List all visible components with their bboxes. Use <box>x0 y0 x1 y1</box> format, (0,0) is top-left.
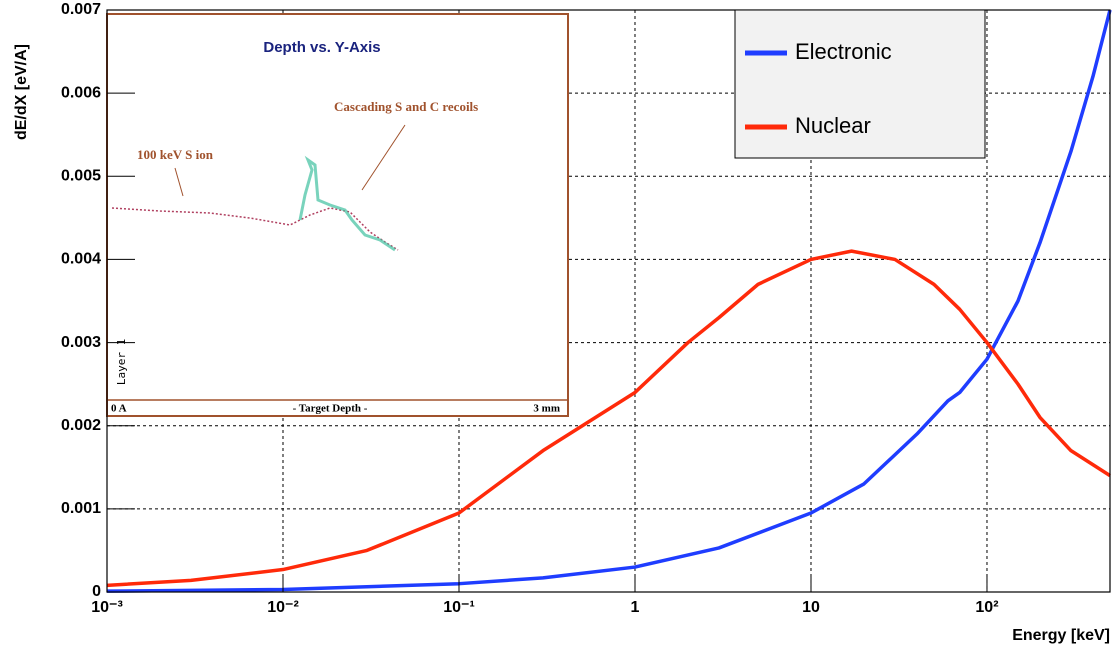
legend-label: Electronic <box>795 39 892 64</box>
depth-label: - Target Depth - <box>293 403 368 415</box>
y-tick-label: 0.003 <box>61 334 101 351</box>
y-axis-label: dE/dX [eV/A] <box>13 44 30 140</box>
series-line <box>106 249 1111 588</box>
plot-frame <box>106 9 1111 593</box>
series-line <box>106 9 1112 593</box>
recoil-track <box>298 155 396 252</box>
inset-title: Depth vs. Y-Axis <box>263 39 380 56</box>
y-tick-label: 0.006 <box>61 84 101 101</box>
depth-start: 0 A <box>111 403 127 415</box>
x-tick-label: 10² <box>975 599 998 616</box>
ion-label: 100 keV S ion <box>137 147 214 162</box>
legend-box <box>734 9 986 159</box>
x-tick-label: 10⁻² <box>267 599 299 616</box>
y-tick-label: 0.007 <box>61 1 101 18</box>
y-tick-label: 0.005 <box>61 168 101 185</box>
y-tick-label: 0.004 <box>61 251 101 268</box>
y-tick-label: 0.001 <box>61 500 101 517</box>
depth-end: 3 mm <box>533 403 560 415</box>
legend-label: Nuclear <box>795 113 871 138</box>
curves <box>106 9 1112 593</box>
recoil-label: Cascading S and C recoils <box>334 99 478 114</box>
inset: Depth vs. Y-Axis 100 keV S ion Cascading… <box>106 13 569 417</box>
x-tick-label: 10⁻¹ <box>443 599 475 616</box>
x-tick-label: 10⁻³ <box>91 599 123 616</box>
ion-arrow <box>174 167 184 197</box>
y-tick-label: 0 <box>92 583 101 600</box>
x-axis-label: Energy [keV] <box>1012 627 1110 644</box>
inset-frame <box>106 13 569 417</box>
ion-track <box>111 207 399 251</box>
y-tick-label: 0.002 <box>61 417 101 434</box>
layer-label: Layer 1 <box>115 339 128 385</box>
x-tick-label: 10 <box>802 599 820 616</box>
recoil-arrow <box>361 124 406 191</box>
legend: Electronic Nuclear <box>734 9 986 159</box>
x-tick-label: 1 <box>631 599 640 616</box>
